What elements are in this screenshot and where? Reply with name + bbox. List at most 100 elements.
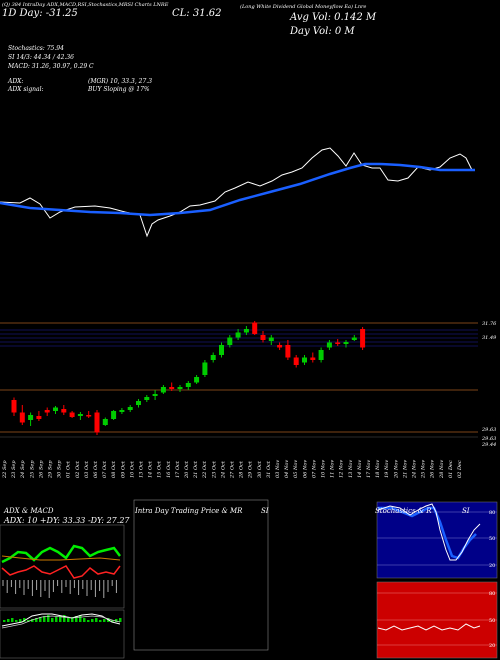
date-label: 06 Nov <box>302 460 308 478</box>
macd-line <box>1 613 121 627</box>
date-label: 23 Oct <box>211 460 217 479</box>
macd-bar <box>7 619 10 622</box>
date-label: 25 Sep <box>29 460 35 479</box>
candle-body <box>235 332 241 338</box>
adx-panel <box>0 524 125 609</box>
date-label: 24 Sep <box>20 460 26 479</box>
candle-body <box>28 415 34 420</box>
macd-bar <box>3 620 6 622</box>
macd-bar <box>43 616 46 622</box>
date-label: 27 Oct <box>230 460 236 479</box>
candle-body <box>127 407 133 410</box>
rsi-level-label: 80 <box>489 591 495 597</box>
macd-bar <box>87 620 90 622</box>
candle-body <box>326 342 332 348</box>
macd-bar <box>75 616 78 622</box>
date-label: 13 Oct <box>139 460 145 478</box>
macd-bar <box>63 615 66 622</box>
date-label: 14 Nov <box>357 460 363 478</box>
date-label: 14 Oct <box>148 460 154 478</box>
date-label: 03 Nov <box>275 460 281 478</box>
macd-bar <box>91 619 94 622</box>
candle-body <box>119 410 125 412</box>
candle-body <box>177 387 183 389</box>
date-label: 02 Dec <box>457 460 463 478</box>
date-label: 24 Oct <box>220 460 226 479</box>
macd-bar <box>79 615 82 622</box>
macd-bar <box>115 619 118 622</box>
macd-bar <box>27 620 30 622</box>
macd-panel <box>0 609 125 659</box>
header-top-left: (Q) 384 IntraDay ADX,MACD,RSI,Stochastic… <box>2 2 169 8</box>
candle-body <box>111 411 117 419</box>
date-label: 10 Nov <box>321 460 327 478</box>
adx-label: ADX: <box>8 78 24 85</box>
date-label: 19 Nov <box>384 460 390 478</box>
candle-body <box>268 337 274 341</box>
candle-body <box>260 335 266 340</box>
date-label: 13 Nov <box>348 460 354 478</box>
stoch-panel-si: SI <box>462 507 470 515</box>
date-label: 17 Nov <box>366 460 372 478</box>
macd-label: MACD: 31.26, 30.97, 0.29 C <box>8 63 94 70</box>
adx-panel-values: ADX: 10 +DY: 33.33 -DY: 27.27 <box>4 516 130 525</box>
candle-body <box>94 412 100 433</box>
date-label: 08 Oct <box>111 460 117 478</box>
date-label: 12 Nov <box>339 460 345 478</box>
candle-body <box>219 345 224 355</box>
candle-body <box>61 409 67 413</box>
candle-body <box>136 401 141 405</box>
date-label: 18 Nov <box>375 460 381 478</box>
price-label: 31.76 <box>482 321 497 327</box>
candle-body <box>202 362 208 375</box>
macd-bar <box>95 618 98 622</box>
macd-bar <box>15 620 18 622</box>
macd-bar <box>47 615 50 622</box>
price-gridlines <box>0 322 478 438</box>
candle-body <box>144 397 150 400</box>
date-label: 16 Oct <box>166 460 172 478</box>
candle-body <box>227 337 233 345</box>
date-label: 22 Oct <box>202 460 208 479</box>
date-label: 28 Nov <box>439 460 445 479</box>
macd-bar <box>111 620 114 622</box>
candle-body <box>11 400 17 413</box>
candle-body <box>243 329 249 333</box>
stoch-k-line <box>377 503 481 561</box>
date-label: 30 Sep <box>57 460 63 478</box>
si-label: SI 14/3: 44.34 / 42.36 <box>8 54 74 61</box>
bottom-panels: 80 50 20 80 50 20 <box>0 499 498 659</box>
date-label: 26 Nov <box>430 460 436 479</box>
date-label: 01 Oct <box>66 460 72 478</box>
mgr-label: (MGR) 10, 33.3, 27.3 <box>88 78 153 85</box>
date-label: 30 Oct <box>257 460 263 478</box>
candle-body <box>44 410 50 413</box>
intraday-panel-title: Intra Day Trading Price & MR <box>135 507 243 515</box>
candle-body <box>210 355 216 360</box>
date-label: 21 Oct <box>193 460 199 479</box>
date-label: 22 Sep <box>2 460 8 479</box>
macd-bar <box>23 618 26 622</box>
date-label: 24 Nov <box>412 460 418 479</box>
date-label: 01 Dec <box>448 460 454 478</box>
buy-signal-label: BUY Sloping @ 17% <box>88 86 150 93</box>
date-label: 06 Oct <box>93 460 99 478</box>
candle-body <box>351 337 357 340</box>
price-label: 29.63 <box>481 436 496 442</box>
candle-body <box>285 345 291 358</box>
adx-line <box>1 555 121 561</box>
date-label: 04 Nov <box>284 460 290 478</box>
date-label: 29 Oct <box>248 460 254 479</box>
price-label: 29.63 <box>481 427 496 433</box>
candle-body <box>36 416 42 419</box>
macd-bar <box>71 617 74 622</box>
candle-body <box>160 387 166 393</box>
stoch-level-label: 50 <box>489 536 495 542</box>
candle-body <box>194 377 200 383</box>
header-day-vol: Day Vol: 0 M <box>290 26 355 37</box>
macd-bar <box>35 618 38 622</box>
candle-body <box>152 394 158 396</box>
date-label: 07 Nov <box>311 460 317 478</box>
